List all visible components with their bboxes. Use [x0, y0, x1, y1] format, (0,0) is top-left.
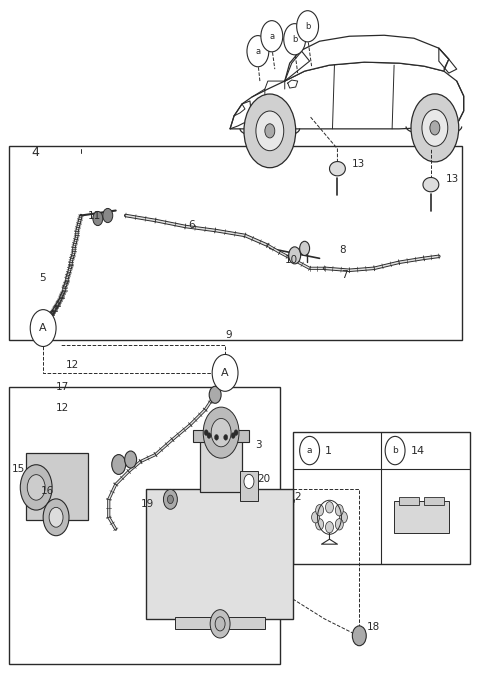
Polygon shape — [230, 62, 464, 129]
Circle shape — [288, 247, 300, 264]
Circle shape — [312, 512, 320, 523]
Text: 6: 6 — [188, 221, 195, 230]
Bar — [293, 432, 469, 564]
Text: 5: 5 — [39, 273, 46, 283]
Circle shape — [261, 20, 283, 52]
Circle shape — [43, 499, 69, 535]
Text: 10: 10 — [285, 255, 298, 265]
Circle shape — [422, 109, 448, 146]
Text: 13: 13 — [446, 173, 459, 184]
Circle shape — [284, 24, 306, 55]
Text: 11: 11 — [88, 210, 101, 221]
Circle shape — [49, 507, 63, 527]
Circle shape — [316, 505, 324, 516]
Text: a: a — [307, 446, 312, 455]
Circle shape — [297, 11, 319, 42]
Circle shape — [411, 94, 459, 162]
Bar — [145, 490, 293, 619]
Text: b: b — [292, 35, 298, 44]
Circle shape — [336, 518, 343, 530]
Circle shape — [316, 518, 324, 530]
Circle shape — [325, 522, 334, 533]
Text: 18: 18 — [367, 622, 381, 632]
Text: 12: 12 — [66, 360, 79, 370]
Text: b: b — [305, 22, 310, 31]
Circle shape — [300, 241, 310, 255]
Text: 16: 16 — [41, 486, 54, 497]
Text: 13: 13 — [351, 158, 365, 169]
Circle shape — [164, 490, 178, 510]
Circle shape — [234, 430, 238, 436]
Circle shape — [203, 407, 239, 458]
Circle shape — [207, 433, 211, 438]
Circle shape — [168, 495, 173, 503]
Text: 9: 9 — [225, 330, 232, 340]
Text: A: A — [39, 323, 47, 333]
Bar — [175, 617, 265, 629]
Circle shape — [211, 419, 231, 447]
Bar — [240, 471, 258, 501]
Text: 1: 1 — [324, 445, 332, 456]
Text: 19: 19 — [141, 499, 154, 510]
Text: 3: 3 — [255, 440, 262, 449]
Circle shape — [430, 121, 440, 135]
Circle shape — [247, 36, 269, 67]
Bar — [200, 438, 242, 492]
Text: 2: 2 — [295, 492, 301, 503]
Text: 20: 20 — [257, 475, 270, 484]
Text: 7: 7 — [341, 270, 348, 280]
Circle shape — [93, 212, 103, 225]
Circle shape — [231, 433, 235, 438]
Circle shape — [265, 124, 275, 138]
Circle shape — [385, 436, 405, 464]
Text: 17: 17 — [56, 382, 69, 392]
Polygon shape — [423, 178, 439, 192]
Bar — [193, 430, 249, 442]
Text: a: a — [255, 46, 261, 56]
Circle shape — [125, 451, 137, 468]
Circle shape — [352, 626, 366, 645]
Text: a: a — [269, 31, 275, 41]
Text: b: b — [392, 446, 398, 455]
Bar — [394, 501, 449, 533]
Circle shape — [103, 208, 113, 223]
Polygon shape — [285, 36, 449, 81]
Circle shape — [112, 455, 126, 475]
Circle shape — [27, 475, 45, 500]
Bar — [9, 145, 462, 340]
Circle shape — [336, 505, 343, 516]
Circle shape — [244, 474, 254, 488]
Circle shape — [212, 354, 238, 391]
Circle shape — [325, 501, 334, 513]
Text: 12: 12 — [56, 403, 69, 413]
Bar — [399, 497, 419, 505]
Circle shape — [300, 436, 320, 464]
Circle shape — [244, 94, 296, 168]
Polygon shape — [330, 162, 346, 176]
Circle shape — [215, 617, 225, 631]
Text: 15: 15 — [12, 464, 24, 475]
Bar — [9, 387, 280, 664]
Text: A: A — [221, 368, 229, 378]
Circle shape — [339, 512, 348, 523]
Text: 4: 4 — [31, 146, 39, 159]
Text: 8: 8 — [339, 245, 346, 255]
Text: 14: 14 — [411, 445, 425, 456]
Circle shape — [209, 387, 221, 403]
Circle shape — [30, 309, 56, 346]
Circle shape — [204, 430, 208, 436]
Circle shape — [215, 434, 218, 441]
Circle shape — [256, 111, 284, 151]
Circle shape — [20, 464, 52, 510]
Bar — [424, 497, 444, 505]
Circle shape — [210, 610, 230, 638]
Circle shape — [224, 434, 228, 441]
Bar — [26, 453, 88, 520]
